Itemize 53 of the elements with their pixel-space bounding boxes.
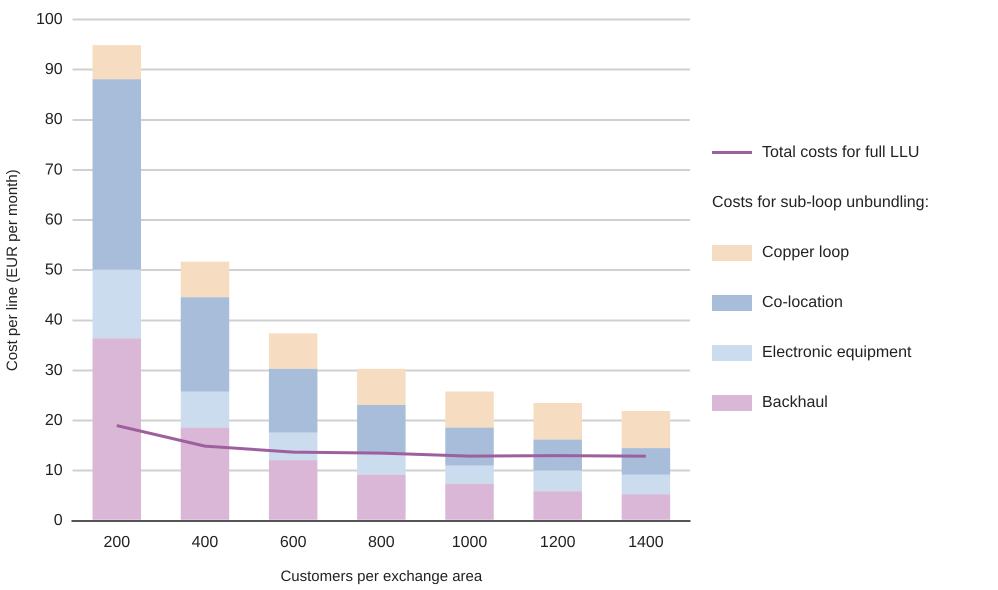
y-tick-label: 60: [44, 211, 63, 228]
bar: [268, 460, 318, 520]
bar: [357, 405, 406, 454]
bar: [445, 466, 494, 484]
y-tick-label: 80: [44, 111, 63, 128]
y-tick-label: 100: [36, 11, 63, 28]
bar: [622, 494, 670, 520]
x-tick-label: 1200: [540, 534, 576, 551]
bar: [268, 333, 318, 369]
bar: [533, 440, 582, 471]
bar: [268, 368, 318, 433]
x-tick-label: 400: [192, 534, 218, 551]
bar: [622, 411, 670, 448]
bar: [533, 470, 582, 492]
bar: [180, 297, 230, 392]
bar: [445, 428, 494, 466]
x-tick-label: 600: [280, 534, 307, 551]
bar: [180, 391, 230, 428]
x-axis-title: Customers per exchange area: [280, 568, 483, 586]
y-tick-label: 50: [44, 262, 63, 279]
bar: [357, 368, 406, 406]
legend-label: Copper loop: [762, 244, 850, 262]
y-axis-title: Cost per line (EUR per month): [4, 169, 22, 372]
y-tick-label: 20: [44, 412, 63, 429]
bar: [357, 474, 406, 520]
bar: [533, 403, 582, 440]
y-tick-label: 30: [44, 362, 63, 379]
legend-label: Backhaul: [762, 394, 828, 412]
bar: [622, 448, 670, 475]
legend-label: Electronic equipment: [762, 344, 912, 362]
legend-label: Co-location: [762, 294, 843, 312]
bar: [445, 391, 494, 428]
bar: [92, 338, 142, 520]
bar: [357, 454, 406, 475]
legend-title: Costs for sub-loop unbundling:: [712, 193, 930, 213]
x-tick-label: 200: [103, 534, 130, 551]
bar: [92, 270, 142, 338]
legend-label: Total costs for full LLU: [762, 144, 920, 162]
y-tick-label: 40: [44, 312, 63, 329]
bar: [622, 474, 670, 494]
bar: [92, 45, 142, 80]
bar: [445, 484, 494, 520]
bar: [533, 491, 582, 520]
bar: [92, 79, 142, 270]
x-tick-label: 1400: [628, 534, 664, 551]
x-tick-label: 1000: [452, 534, 488, 551]
y-tick-label: 70: [44, 161, 63, 178]
y-tick-label: 0: [54, 512, 63, 530]
x-tick-label: 800: [368, 534, 395, 551]
y-tick-label: 10: [44, 462, 63, 480]
bar: [180, 262, 230, 298]
bar: [180, 428, 230, 520]
y-tick-label: 90: [44, 61, 63, 78]
